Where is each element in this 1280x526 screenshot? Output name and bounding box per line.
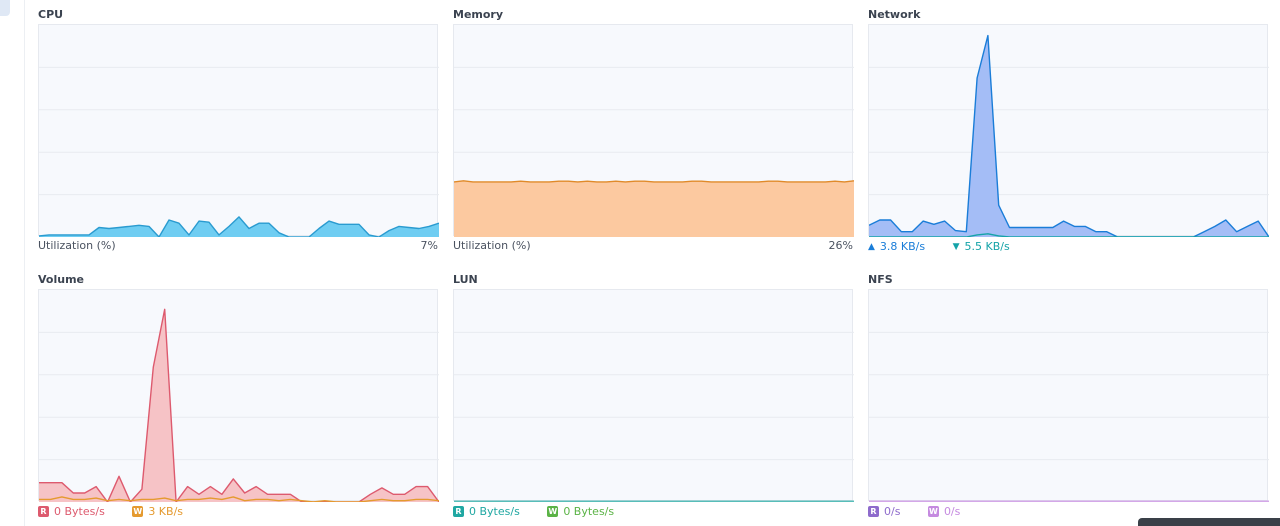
volume-read-series-line	[39, 308, 439, 502]
network-panel: Network ▲ 3.8 KB/s ▼ 5.5 KB/s	[868, 8, 1269, 256]
network-download-rate: 5.5 KB/s	[964, 240, 1010, 253]
volume-read: R 0 Bytes/s	[38, 502, 105, 522]
cpu-utilization-value: 7%	[420, 239, 438, 252]
read-badge-icon: R	[453, 506, 464, 517]
volume-read-rate: 0 Bytes/s	[54, 504, 105, 518]
upload-arrow-icon: ▲	[868, 242, 875, 252]
panel-title-volume: Volume	[38, 273, 84, 286]
volume-write: W 3 KB/s	[132, 502, 183, 522]
lun-write-rate: 0 Bytes/s	[563, 504, 615, 518]
cpu-utilization-label: Utilization (%)	[38, 239, 116, 252]
write-badge-icon: W	[927, 506, 939, 517]
download-arrow-icon: ▼	[952, 242, 960, 252]
memory-footer: Utilization (%) 26%	[453, 236, 853, 256]
volume-read-series-area	[39, 309, 439, 502]
cpu-chart[interactable]	[38, 24, 439, 237]
memory-series-line	[454, 180, 854, 183]
nfs-footer: R 0/s W 0/s	[868, 501, 1268, 521]
sidebar-tab-stub[interactable]	[0, 0, 10, 16]
nfs-write: W 0/s	[927, 502, 961, 522]
lun-write: W 0 Bytes/s	[547, 502, 614, 522]
nfs-panel: NFS R 0/s W 0/s	[868, 273, 1269, 521]
network-download: ▼ 5.5 KB/s	[953, 237, 1010, 257]
sidebar-edge	[0, 0, 25, 526]
panel-title-nfs: NFS	[868, 273, 893, 286]
network-chart[interactable]	[868, 24, 1269, 237]
network-footer: ▲ 3.8 KB/s ▼ 5.5 KB/s	[868, 236, 1268, 256]
nfs-chart[interactable]	[868, 289, 1269, 502]
nfs-write-rate: 0/s	[943, 504, 961, 518]
write-badge-icon: W	[132, 506, 144, 517]
volume-footer: R 0 Bytes/s W 3 KB/s	[38, 501, 438, 521]
network-upload-series-area	[869, 35, 1269, 237]
cpu-footer: Utilization (%) 7%	[38, 236, 438, 256]
read-badge-icon: R	[868, 506, 879, 517]
write-badge-icon: W	[547, 506, 559, 517]
memory-panel: Memory Utilization (%) 26%	[453, 8, 854, 256]
panel-title-network: Network	[868, 8, 921, 21]
lun-read: R 0 Bytes/s	[453, 502, 520, 522]
cpu-series-area	[39, 216, 439, 237]
lun-footer: R 0 Bytes/s W 0 Bytes/s	[453, 501, 853, 521]
network-upload: ▲ 3.8 KB/s	[868, 237, 925, 257]
network-upload-series-line	[869, 34, 1269, 237]
volume-chart[interactable]	[38, 289, 439, 502]
read-badge-icon: R	[38, 506, 49, 517]
cpu-panel: CPU Utilization (%) 7%	[38, 8, 439, 256]
volume-write-series-line	[39, 496, 439, 502]
tooltip-corner	[1138, 518, 1280, 526]
memory-chart[interactable]	[453, 24, 854, 237]
panel-title-lun: LUN	[453, 273, 478, 286]
memory-utilization-label: Utilization (%)	[453, 239, 531, 252]
panel-title-memory: Memory	[453, 8, 504, 21]
memory-series-area	[454, 180, 854, 237]
volume-panel: Volume R 0 Bytes/s W 3 KB/s	[38, 273, 439, 521]
lun-panel: LUN R 0 Bytes/s W 0 Bytes/s	[453, 273, 854, 521]
panel-title-cpu: CPU	[38, 8, 64, 21]
nfs-read-rate: 0/s	[884, 504, 901, 518]
lun-read-rate: 0 Bytes/s	[469, 504, 520, 518]
lun-chart[interactable]	[453, 289, 854, 502]
volume-write-rate: 3 KB/s	[148, 504, 184, 518]
cpu-series-line	[39, 216, 439, 237]
memory-utilization-value: 26%	[828, 239, 853, 252]
network-upload-rate: 3.8 KB/s	[879, 240, 926, 253]
nfs-read: R 0/s	[868, 502, 900, 522]
